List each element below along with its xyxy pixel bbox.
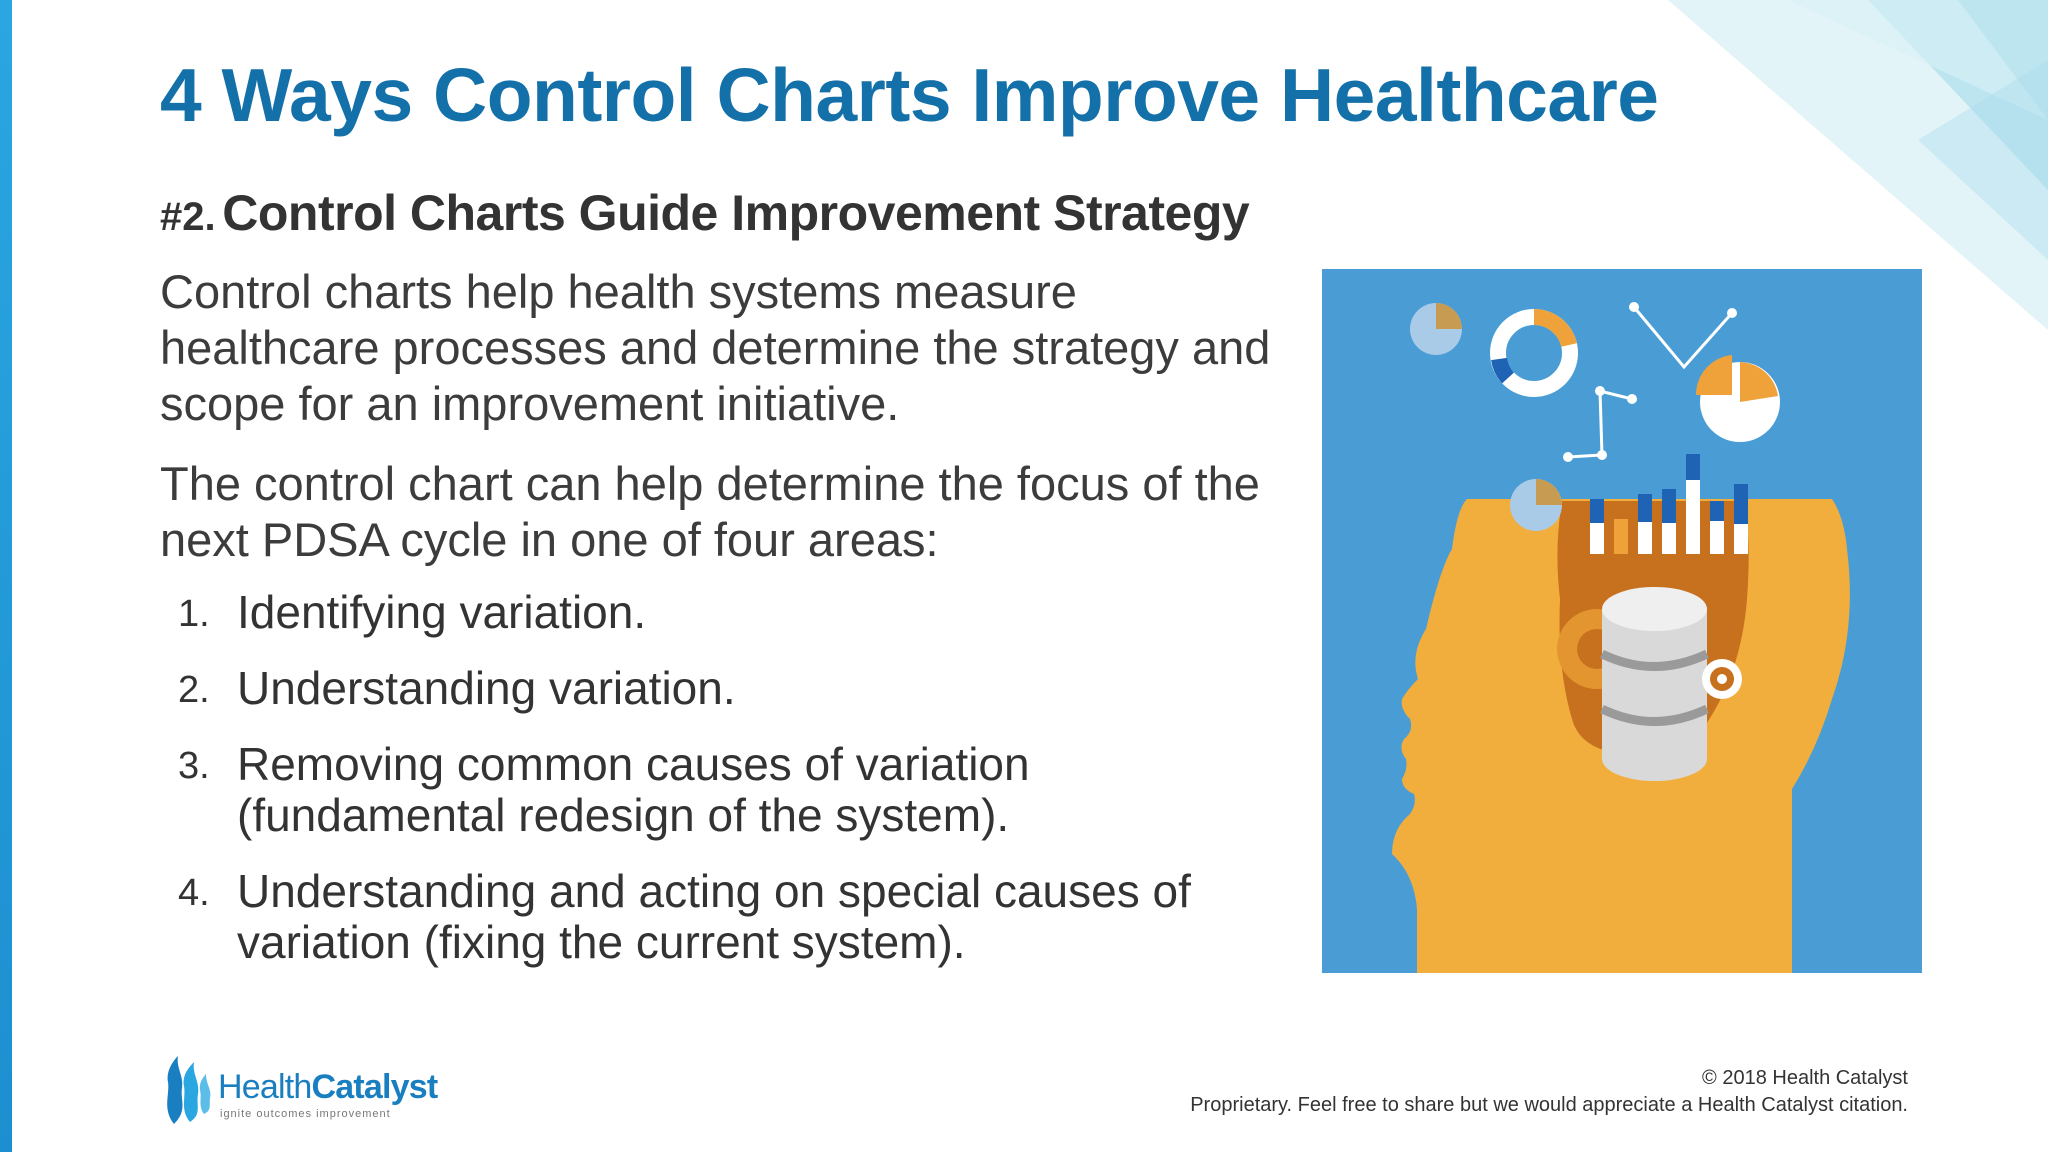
logo-word-health: Health — [218, 1068, 312, 1106]
list-item-number: 3. — [178, 745, 210, 787]
list-item-text: Understanding variation. — [237, 662, 736, 714]
logo-tagline: ignite outcomes improvement — [220, 1108, 391, 1120]
head-with-data-icon — [1322, 269, 1922, 973]
logo-word-catalyst: Catalyst — [311, 1068, 438, 1106]
citation-notice: Proprietary. Feel free to share but we w… — [1190, 1094, 1908, 1116]
list-item: 2. Understanding variation. — [160, 663, 1260, 714]
list-item-number: 4. — [178, 872, 210, 914]
logo-wordmark: HealthCatalyst — [218, 1068, 438, 1107]
list-item-text: Understanding and acting on special caus… — [237, 865, 1191, 968]
slide-title: 4 Ways Control Charts Improve Healthcare — [160, 53, 1659, 137]
list-item-text: Removing common causes of variation (fun… — [237, 738, 1030, 841]
left-accent-bar — [0, 0, 12, 1152]
slide-subtitle: #2. Control Charts Guide Improvement Str… — [160, 184, 1250, 242]
flame-logo-icon — [167, 1056, 211, 1124]
subtitle-number: #2. — [160, 195, 216, 239]
list-item-text: Identifying variation. — [237, 586, 647, 638]
list-item: 4. Understanding and acting on special c… — [160, 866, 1260, 968]
corner-decoration — [1668, 0, 2048, 330]
list-item-number: 1. — [178, 593, 210, 635]
focus-areas-list: 1. Identifying variation. 2. Understandi… — [160, 587, 1260, 968]
copyright-text: © 2018 Health Catalyst — [1702, 1067, 1908, 1089]
list-item: 1. Identifying variation. — [160, 587, 1260, 638]
subtitle-text: Control Charts Guide Improvement Strateg… — [222, 185, 1250, 241]
focus-paragraph: The control chart can help determine the… — [160, 457, 1260, 566]
list-item: 3. Removing common causes of variation (… — [160, 739, 1260, 841]
list-item-number: 2. — [178, 669, 210, 711]
copyright-notice: © 2018 Health Catalyst Proprietary. Feel… — [1190, 1065, 1908, 1119]
intro-paragraph: Control charts help health systems measu… — [160, 265, 1271, 430]
health-catalyst-logo: HealthCatalyst ignite outcomes improveme… — [160, 1050, 460, 1130]
